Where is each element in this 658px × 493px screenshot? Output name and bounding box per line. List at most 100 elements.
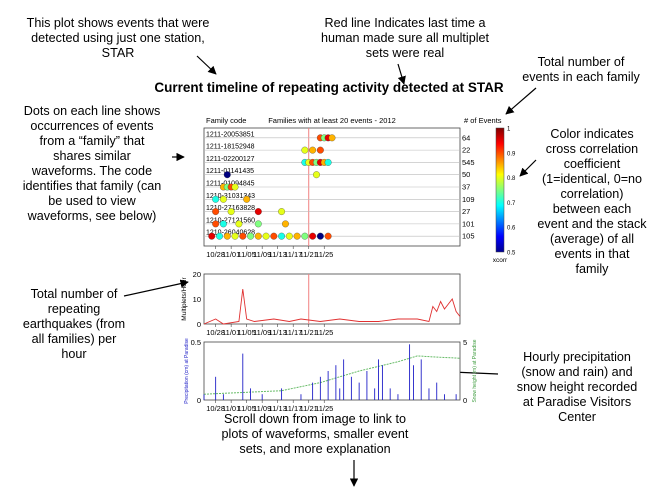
x-tick-label: 11/01: [222, 328, 240, 337]
event-dot: [254, 220, 262, 228]
event-dot: [254, 232, 262, 240]
x-tick-label: 11/25: [315, 250, 333, 259]
event-dot: [247, 232, 254, 240]
note-precip: Hourly precipitation (snow and rain) and…: [516, 350, 638, 424]
main-title: Current timeline of repeating activity d…: [154, 80, 504, 95]
event-dot: [235, 220, 243, 228]
note-red-line: Red line Indicates last time a human mad…: [321, 16, 489, 60]
y-tick-label: 0: [197, 396, 201, 405]
event-dot: [223, 232, 231, 240]
event-dot: [309, 232, 317, 240]
event-dot: [324, 232, 332, 240]
colorbar-tick-label: 0.9: [507, 151, 516, 157]
event-dot: [309, 146, 317, 154]
event-dot: [239, 232, 247, 240]
event-dot: [328, 134, 336, 142]
y-tick-label: 0.5: [191, 338, 201, 347]
x-tick-label: 11/09: [253, 404, 271, 413]
x-tick-label: 11/05: [238, 328, 256, 337]
family-code: 1211-18152948: [206, 144, 255, 151]
x-tick-label: 11/21: [300, 250, 318, 259]
colorbar-tick-label: 0.7: [507, 201, 516, 207]
rate-series-line: [203, 288, 461, 325]
family-code-header: Family code: [206, 116, 246, 125]
note-total-events: Total number of events in each family: [522, 55, 640, 84]
family-count: 37: [462, 183, 470, 192]
x-tick-label: 11/09: [253, 328, 271, 337]
family-count: 101: [462, 219, 475, 228]
x-tick-label: 11/13: [269, 404, 287, 413]
x-tick-label: 11/09: [253, 250, 271, 259]
family-code: 1210-31031343: [206, 193, 255, 200]
note-color: Color indicates cross correlation coeffi…: [537, 127, 647, 276]
x-tick-label: 11/21: [300, 328, 318, 337]
y-tick-label: 20: [193, 270, 201, 279]
y-right-axis-label: Snow height (m) at Paradise: [472, 339, 478, 402]
colorbar-tick-label: 0.8: [507, 176, 516, 182]
family-code: 1211-20053851: [206, 131, 255, 138]
x-tick-label: 11/01: [222, 404, 240, 413]
event-dot: [219, 220, 227, 228]
event-dot: [262, 232, 270, 240]
event-dot: [254, 208, 262, 216]
event-dot: [231, 183, 239, 191]
colorbar-tick-label: 0.6: [507, 226, 516, 232]
event-dot: [293, 232, 301, 240]
x-tick-label: 11/17: [284, 328, 302, 337]
x-tick-label: 11/01: [222, 250, 240, 259]
family-code: 1210-27121560: [206, 217, 255, 224]
family-code: 1211-01141435: [206, 168, 254, 175]
family-code: 1211-02200127: [206, 156, 255, 163]
event-dot: [278, 208, 286, 216]
family-count: 64: [462, 133, 470, 142]
note-repeating: Total number of repeating earthquakes (f…: [22, 287, 126, 361]
x-tick-label: 11/25: [315, 328, 333, 337]
event-dot: [216, 232, 223, 240]
x-tick-label: 11/21: [300, 404, 318, 413]
family-count: 22: [462, 146, 470, 155]
event-dot: [212, 208, 220, 216]
y-axis-label: Multiplets/Hour: [181, 276, 188, 320]
precip-panel: 0.5 0 5 0 Precipitation (cm) at Paradise Snow…: [184, 338, 478, 413]
family-count: 105: [462, 232, 475, 241]
y-right-tick-label: 5: [463, 338, 467, 347]
x-tick-label: 11/25: [315, 404, 333, 413]
family-count: 545: [462, 158, 475, 167]
event-dot: [316, 146, 324, 154]
event-dot: [316, 232, 324, 240]
x-tick-label: 10/28: [206, 250, 225, 259]
x-tick-label: 11/13: [269, 328, 287, 337]
event-dot: [227, 208, 235, 216]
colorbar-label: xcorr: [493, 257, 508, 264]
x-tick-label: 10/28: [206, 404, 225, 413]
y-right-tick-label: 0: [463, 396, 467, 405]
count-header: # of Events: [464, 116, 502, 125]
x-tick-label: 11/17: [284, 250, 302, 259]
x-tick-label: 10/28: [206, 328, 225, 337]
note-scroll: Scroll down from image to link to plots …: [221, 412, 409, 456]
x-tick-label: 11/17: [284, 404, 302, 413]
colorbar-tick-label: 1: [507, 127, 511, 133]
event-dot: [324, 158, 332, 166]
family-count: 50: [462, 170, 470, 179]
event-dot: [301, 146, 309, 154]
event-dot: [223, 171, 231, 179]
event-dot: [278, 232, 286, 240]
event-dot: [212, 220, 220, 228]
x-tick-label: 11/13: [269, 250, 287, 259]
family-count: 27: [462, 207, 470, 216]
y-tick-label: 0: [197, 320, 201, 329]
event-dot: [282, 220, 289, 228]
note-star-station: This plot shows events that were detecte…: [26, 16, 210, 60]
y-tick-label: 10: [193, 295, 201, 304]
colorbar-tick-label: 0.5: [507, 251, 516, 257]
family-count: 109: [462, 195, 475, 204]
note-dots: Dots on each line shows occurrences of e…: [22, 104, 162, 223]
annotation-arrows: [123, 55, 537, 487]
y-axis-label: Precipitation (cm) at Paradise: [184, 338, 190, 404]
event-dot: [301, 232, 309, 240]
x-tick-label: 11/05: [238, 404, 256, 413]
event-dot: [231, 232, 239, 240]
